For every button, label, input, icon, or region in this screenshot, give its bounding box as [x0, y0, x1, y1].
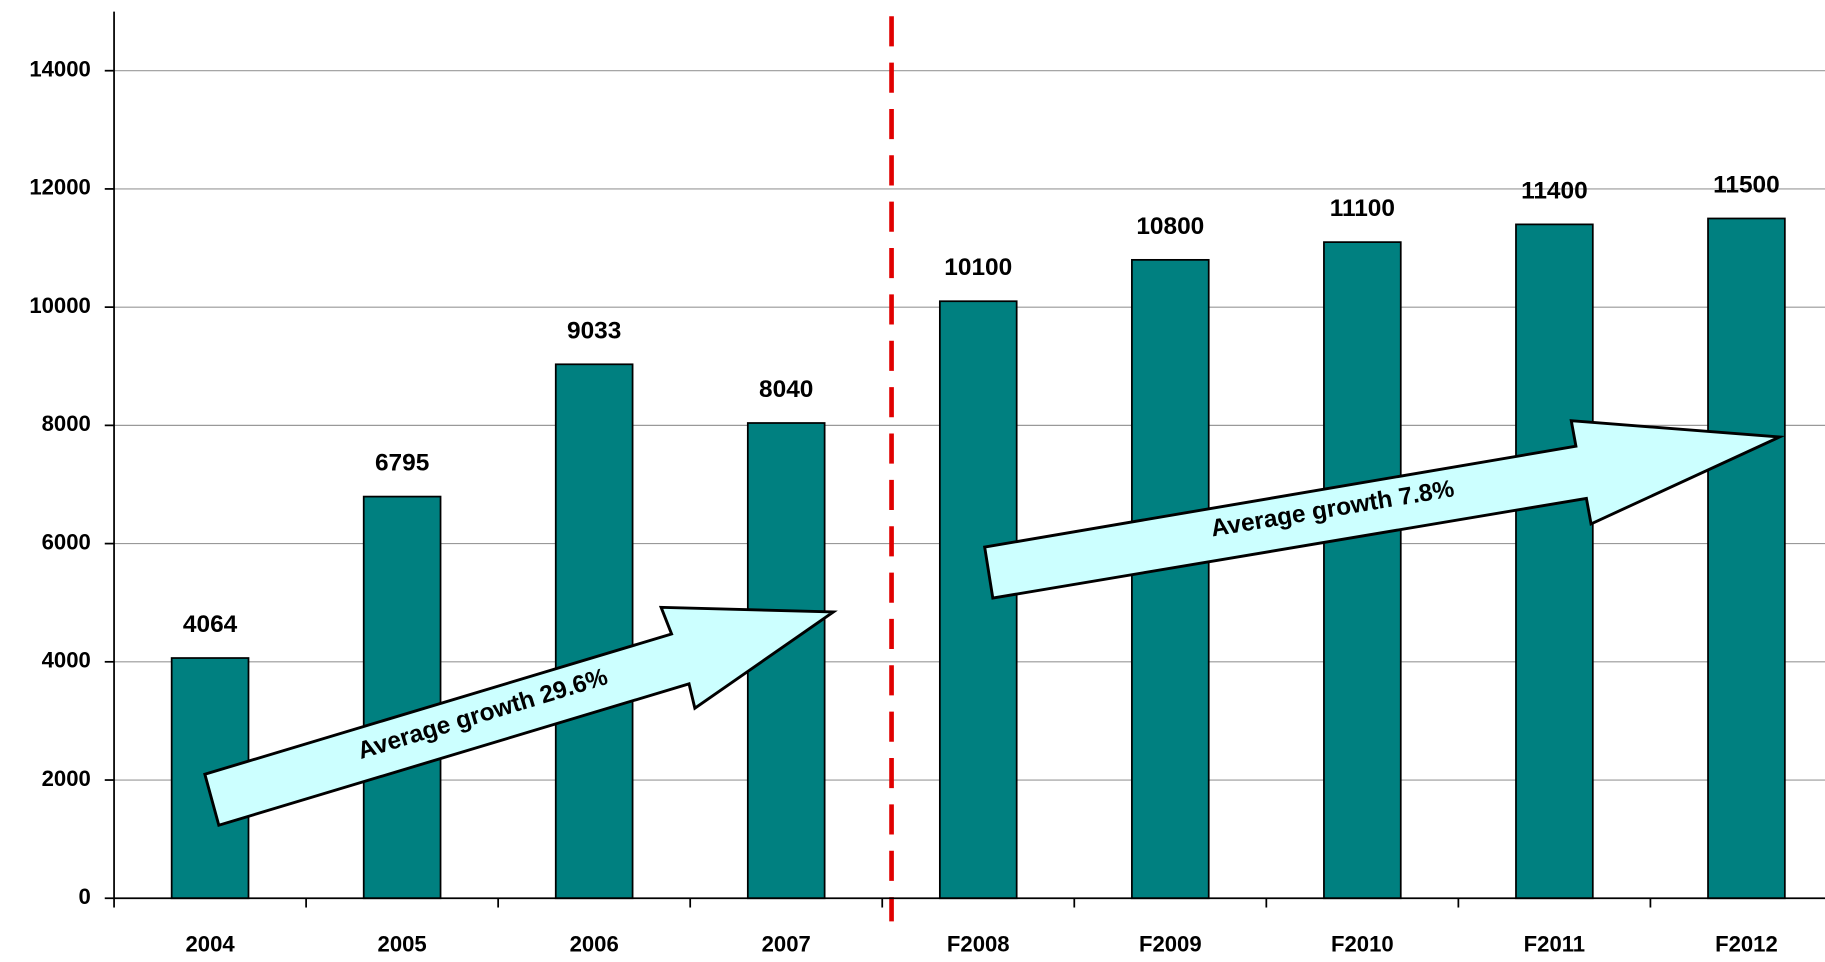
value-label: 11100: [1330, 195, 1395, 222]
value-label: 11500: [1713, 171, 1780, 198]
value-label: 10100: [944, 254, 1012, 281]
value-label: 8040: [759, 376, 813, 403]
value-label: 9033: [567, 317, 621, 344]
y-tick-label: 12000: [29, 175, 90, 200]
y-tick-label: 6000: [42, 529, 91, 554]
value-label: 6795: [375, 450, 429, 477]
value-label: 11400: [1521, 177, 1588, 204]
axes: 0 2000 4000 6000 8000 10000 12000 14000 2004 2005…: [29, 11, 1825, 957]
arrow: [982, 419, 1786, 600]
y-tick-label: 4000: [42, 648, 91, 673]
bars: 4064 6795 9033 8040 10100 10800 11100 11400 1150…: [170, 171, 1786, 900]
x-tick-label: 2006: [570, 932, 619, 957]
bar: [362, 495, 442, 900]
x-tick-label: F2010: [1331, 932, 1394, 957]
bar: [1323, 241, 1402, 900]
x-tick-label: F2008: [947, 932, 1010, 957]
bar: [554, 363, 634, 900]
arrow-annotation: Average growth 29.6%: [203, 605, 838, 828]
x-tick-label: 2007: [762, 932, 811, 957]
value-label: 10800: [1136, 213, 1204, 240]
bar: [1131, 258, 1210, 900]
bar: [1707, 217, 1786, 900]
bar: [938, 300, 1018, 900]
y-tick-label: 2000: [42, 766, 91, 791]
x-tick-label: F2011: [1524, 932, 1585, 957]
value-label: 4064: [183, 611, 238, 638]
bar: [1515, 223, 1594, 900]
y-tick-label: 0: [78, 884, 90, 909]
y-tick-label: 8000: [42, 411, 91, 436]
x-tick-label: F2009: [1139, 932, 1202, 957]
x-tick-label: 2004: [186, 932, 236, 957]
x-tick-label: 2005: [378, 932, 427, 957]
y-tick-label: 14000: [29, 57, 90, 82]
arrow: [203, 605, 838, 828]
x-tick-label: F2012: [1715, 932, 1778, 957]
y-tick-label: 10000: [29, 293, 90, 318]
